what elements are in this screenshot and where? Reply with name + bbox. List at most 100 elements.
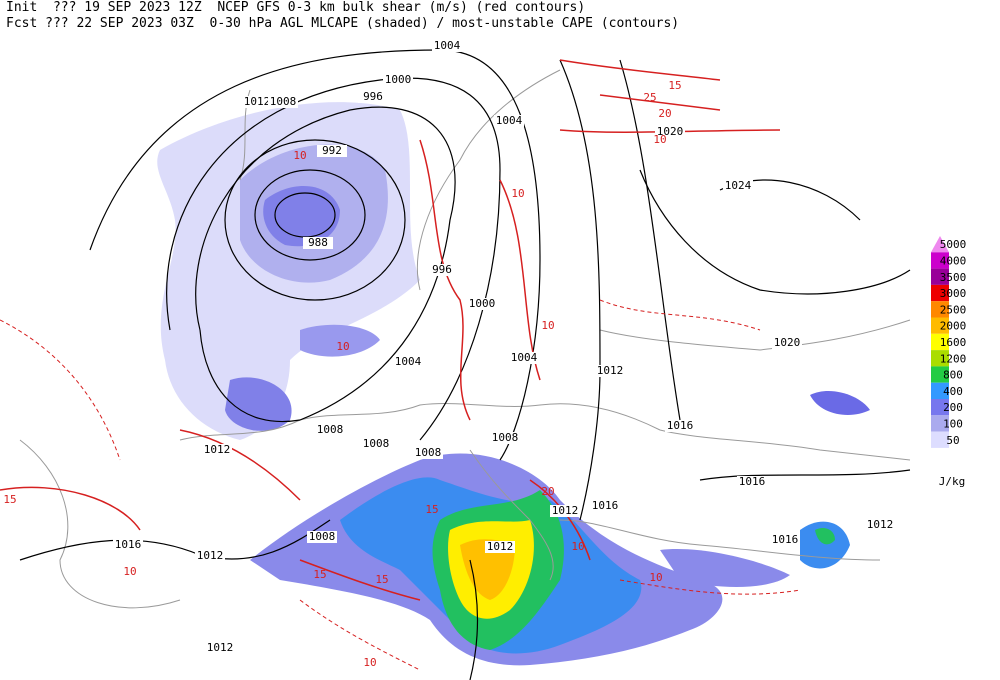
legend-swatch [931,301,949,318]
isobar-label: 1012 [197,549,224,562]
legend-label: 400 [943,385,963,398]
isobar-label-bg [315,424,345,436]
isobar-label: 996 [432,263,452,276]
legend-label: 1600 [940,336,967,349]
isobar-label-bg [467,298,497,310]
shear-label: 10 [511,187,524,200]
isobar-label-bg [550,505,580,517]
isobar-label-bg [655,126,685,138]
isobar-label-bg [770,534,800,546]
isobar-label-bg [494,115,524,127]
isobar-label: 1008 [415,446,442,459]
isobar-label: 1004 [496,114,523,127]
legend-label: 800 [943,369,963,382]
isobar-label-bg [413,447,443,459]
isobar-label-bg [113,539,143,551]
shear-label: 10 [541,319,554,332]
isobar-label-bg [432,40,462,52]
shear-label: 15 [425,503,438,516]
shear-label: 10 [363,656,376,669]
legend-swatch [931,350,949,367]
isobar-label: 1000 [469,297,496,310]
isobar-label-bg [361,438,391,450]
isobar-label: 1012 [867,518,894,531]
shear-label: 10 [649,571,662,584]
isobar-label-bg [383,74,413,86]
isobar-label-bg [723,180,753,192]
legend-swatch [931,431,949,448]
isobar-label-bg [242,96,272,108]
isobar-label-bg [772,337,802,349]
legend-swatch [931,333,949,351]
isobar-label-bg [509,352,539,364]
legend-label: 100 [943,417,963,430]
isobar-label-bg [865,519,895,531]
shear-label: 10 [571,540,584,553]
isobar-label: 1024 [725,179,752,192]
legend-unit: J/kg [939,475,966,488]
isobar-label-bg [303,237,333,249]
isobar-label-bg [202,444,232,456]
legend-swatch [931,252,949,269]
isobar-label: 1012 [487,540,514,553]
isobar-label: 1012 [244,95,271,108]
isobar-label: 1016 [592,499,619,512]
shear-label: 15 [375,573,388,586]
legend-swatch [931,382,949,399]
isobar-label: 1012 [597,364,624,377]
shear-label: 10 [653,133,666,146]
isobar-label-bg [665,420,695,432]
isobar-label: 1012 [207,641,234,654]
legend-swatch [931,399,949,416]
legend-swatch [931,317,949,334]
isobar-label: 1008 [317,423,344,436]
shear-label: 25 [643,91,656,104]
legend-swatch [931,415,949,432]
shear-label: 20 [658,107,671,120]
isobar-label: 1012 [204,443,231,456]
legend-swatch [931,366,949,383]
legend-swatch [931,284,949,302]
legend-label: 5000 [940,238,967,251]
legend-label: 3500 [940,271,967,284]
isobar-label-bg [358,91,388,103]
init: Init ??? 19 SEP 2023 12Z [6,0,202,15]
isobar-label: 1008 [492,431,519,444]
isobar-label: 1016 [739,475,766,488]
legend-label: 4000 [940,254,967,267]
coastlines [19,69,911,609]
isobar-label: 1004 [395,355,422,368]
isobar-label: 1012 [552,504,579,517]
isobar-label: 1020 [657,125,684,138]
isobar-label-bg [485,541,515,553]
isobar-label-bg [393,356,423,368]
legend-label: 50 [946,434,959,447]
isobar-label-bg [268,96,298,108]
legend-label: 200 [943,401,963,414]
legend-swatch [931,268,949,285]
legend-label: 2500 [940,303,967,316]
isobar-label-bg [595,365,625,377]
isobar-label-bg [307,531,337,543]
isobar-label: 1020 [774,336,801,349]
shear-label: 15 [3,493,16,506]
isobar-label: 1016 [667,419,694,432]
shear-label: 15 [668,79,681,92]
isobar-label: 988 [308,236,328,249]
legend-label: 2000 [940,320,967,333]
isobar-label-bg [737,476,767,488]
isobar-label: 1016 [772,533,799,546]
fcst: Fcst ??? 22 SEP 2023 03Z [6,16,194,31]
shear-label: 20 [541,485,554,498]
isobar-label-bg [205,642,235,654]
isobar-label-bg [490,432,520,444]
legend-label: 1200 [940,352,967,365]
isobar-label-bg [590,500,620,512]
shear-label: 10 [123,565,136,578]
shear-label: 15 [313,568,326,581]
header-line-1: Init ??? 19 SEP 2023 12Z NCEP GFS 0-3 km… [6,0,585,15]
shear-label: 10 [336,340,349,353]
isobar-label: 996 [363,90,383,103]
